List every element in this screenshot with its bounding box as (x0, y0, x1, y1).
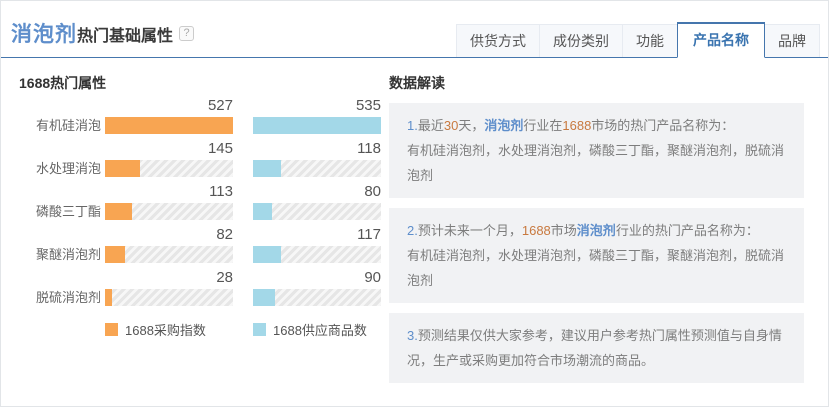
insight-text: 有机硅消泡剂，水处理消泡剂，磷酸三丁酯，聚醚消泡剂，脱硫消泡剂 (407, 248, 785, 288)
purchase-index-bar (105, 117, 233, 134)
supply-count-bar (253, 160, 282, 177)
insight-text: 有机硅消泡剂，水处理消泡剂，磷酸三丁酯，聚醚消泡剂，脱硫消泡剂 (407, 143, 785, 183)
chart-legend: 1688采购指数 1688供应商品数 (19, 320, 381, 339)
bar-track (105, 203, 233, 220)
page-title: 消泡剂 热门基础属性 ? (1, 18, 195, 57)
legend-swatch-icon (105, 323, 118, 336)
legend-label: 1688供应商品数 (273, 323, 367, 338)
tab-bar: 供货方式 成份类别 功能 产品名称 品牌 (456, 22, 820, 58)
bar-value: 145 (207, 140, 233, 157)
insight-section: 数据解读 1.最近30天，消泡剂行业在1688市场的热门产品名称为： 有机硅消泡剂… (381, 73, 828, 383)
insight-boxes: 1.最近30天，消泡剂行业在1688市场的热门产品名称为： 有机硅消泡剂，水处理消… (389, 103, 804, 383)
bar-value: 527 (207, 97, 233, 114)
bar-track (105, 160, 233, 177)
bar-value: 28 (216, 269, 233, 286)
supply-count-group: 117 (253, 226, 381, 263)
industry-keyword: 消泡剂 (11, 23, 77, 46)
purchase-index-bar (105, 203, 133, 220)
panel-header: 消泡剂 热门基础属性 ? 供货方式 成份类别 功能 产品名称 品牌 (1, 1, 828, 58)
chart-section: 1688热门属性 有机硅消泡 527 535 水处理消泡 145 118 磷酸三丁酯 113 8… (1, 73, 381, 383)
purchase-index-group: 28 (105, 269, 233, 306)
purchase-index-bar (105, 289, 112, 306)
title-suffix: 热门基础属性 (77, 28, 174, 45)
category-label: 有机硅消泡 (35, 118, 101, 133)
category-label: 脱硫消泡剂 (35, 290, 101, 305)
legend-item: 1688供应商品数 (253, 320, 381, 339)
bar-value: 118 (357, 140, 381, 157)
bar-track (105, 246, 233, 263)
bar-track (105, 289, 233, 306)
chart-row: 聚醚消泡剂 82 117 (19, 226, 381, 263)
bar-value: 535 (355, 97, 381, 114)
chart-row: 脱硫消泡剂 28 90 (19, 269, 381, 306)
insight-box: 1.最近30天，消泡剂行业在1688市场的热门产品名称为： 有机硅消泡剂，水处理消… (389, 103, 804, 198)
legend-swatch-icon (253, 323, 266, 336)
bar-track (253, 246, 381, 263)
panel-content: 1688热门属性 有机硅消泡 527 535 水处理消泡 145 118 磷酸三丁酯 113 8… (1, 58, 828, 383)
insight-text: 2.预计未来一个月，1688市场消泡剂行业的热门产品名称为： (407, 223, 759, 238)
bar-value: 80 (364, 183, 381, 200)
chart-row: 水处理消泡 145 118 (19, 140, 381, 177)
bar-chart: 有机硅消泡 527 535 水处理消泡 145 118 磷酸三丁酯 113 80 聚醚消泡剂 82 1… (19, 97, 381, 306)
tab-ingredient-category[interactable]: 成份类别 (539, 24, 623, 57)
insight-box: 3.预测结果仅供大家参考，建议用户参考热门属性预测值与自身情况，生产或采购更加符… (389, 313, 804, 383)
bar-value: 113 (209, 183, 233, 200)
supply-count-group: 80 (253, 183, 381, 220)
insight-text: 3.预测结果仅供大家参考，建议用户参考热门属性预测值与自身情况，生产或采购更加符… (407, 328, 782, 368)
insight-text: 1.最近30天，消泡剂行业在1688市场的热门产品名称为： (407, 118, 735, 133)
bar-track (253, 160, 381, 177)
legend-item: 1688采购指数 (105, 320, 233, 339)
supply-count-bar (253, 117, 381, 134)
tab-function[interactable]: 功能 (622, 24, 678, 57)
tab-supply-method[interactable]: 供货方式 (456, 24, 540, 57)
chart-section-title: 1688热门属性 (19, 75, 107, 91)
tab-brand[interactable]: 品牌 (764, 24, 820, 57)
purchase-index-group: 527 (105, 97, 233, 134)
supply-count-bar (253, 246, 281, 263)
bar-value: 117 (357, 226, 381, 243)
insight-section-title: 数据解读 (389, 75, 445, 91)
category-label: 磷酸三丁酯 (35, 204, 101, 219)
help-icon[interactable]: ? (179, 25, 195, 41)
supply-count-bar (253, 289, 275, 306)
chart-row: 磷酸三丁酯 113 80 (19, 183, 381, 220)
purchase-index-group: 145 (105, 140, 233, 177)
supply-count-group: 90 (253, 269, 381, 306)
insight-box: 2.预计未来一个月，1688市场消泡剂行业的热门产品名称为： 有机硅消泡剂，水处理… (389, 208, 804, 303)
bar-track (253, 203, 381, 220)
supply-count-group: 535 (253, 97, 381, 134)
bar-track (253, 117, 381, 134)
bar-track (105, 117, 233, 134)
purchase-index-group: 82 (105, 226, 233, 263)
chart-row: 有机硅消泡 527 535 (19, 97, 381, 134)
purchase-index-group: 113 (105, 183, 233, 220)
bar-track (253, 289, 381, 306)
category-label: 聚醚消泡剂 (35, 247, 101, 262)
bar-value: 90 (364, 269, 381, 286)
legend-label: 1688采购指数 (125, 323, 206, 338)
bar-value: 82 (216, 226, 233, 243)
supply-count-group: 118 (253, 140, 381, 177)
purchase-index-bar (105, 246, 125, 263)
tab-product-name[interactable]: 产品名称 (677, 22, 765, 58)
purchase-index-bar (105, 160, 141, 177)
supply-count-bar (253, 203, 273, 220)
category-label: 水处理消泡 (35, 161, 101, 176)
